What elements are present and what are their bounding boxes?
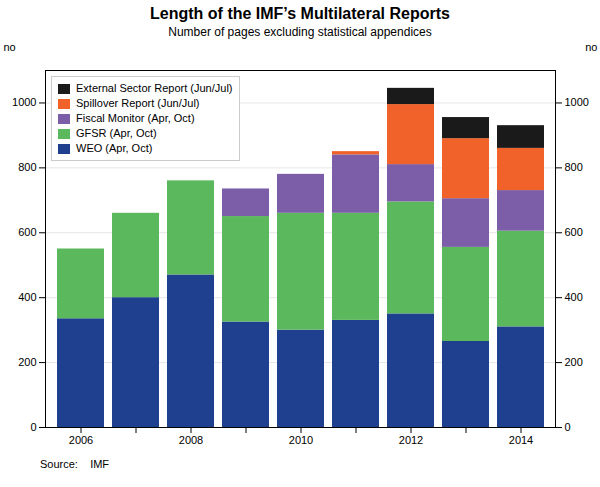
html-text:Source: IMF: Source: IMF: [40, 458, 110, 470]
svg-text:400: 400: [18, 291, 36, 303]
svg-text:800: 800: [565, 161, 583, 173]
svg-text:800: 800: [18, 161, 36, 173]
html-text:Number of pages excluding stat: Number of pages excluding statistical ap…: [168, 25, 432, 39]
html-text:GFSR (Apr, Oct): GFSR (Apr, Oct): [76, 127, 157, 139]
html-text:Spillover Report (Jun/Jul): Spillover Report (Jun/Jul): [76, 97, 200, 109]
svg-text:2014: 2014: [509, 434, 533, 446]
html-text:Length of the IMF’s Multilater: Length of the IMF’s Multilateral Reports: [150, 5, 450, 22]
html-text:Fiscal Monitor (Apr, Oct): Fiscal Monitor (Apr, Oct): [76, 112, 195, 124]
svg-text:1000: 1000: [565, 96, 589, 108]
svg-text:0: 0: [565, 421, 571, 433]
html-text:WEO (Apr, Oct): WEO (Apr, Oct): [76, 142, 153, 154]
svg-text:0: 0: [30, 421, 36, 433]
svg-text:no: no: [4, 41, 16, 53]
svg-text:2010: 2010: [289, 434, 313, 446]
html-text:External Sector Report (Jun/Ju: External Sector Report (Jun/Jul): [76, 82, 233, 94]
svg-text:600: 600: [565, 226, 583, 238]
svg-text:no: no: [585, 41, 597, 53]
svg-text:1000: 1000: [12, 96, 36, 108]
svg-text:200: 200: [18, 356, 36, 368]
svg-text:2006: 2006: [69, 434, 93, 446]
svg-text:400: 400: [565, 291, 583, 303]
svg-text:2008: 2008: [179, 434, 203, 446]
svg-text:600: 600: [18, 226, 36, 238]
svg-text:2012: 2012: [399, 434, 423, 446]
svg-text:200: 200: [565, 356, 583, 368]
